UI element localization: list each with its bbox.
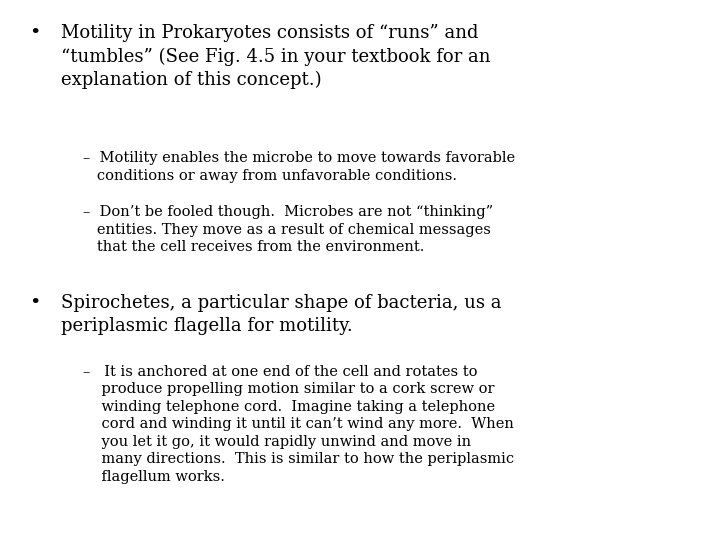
Text: Spirochetes, a particular shape of bacteria, us a
periplasmic flagella for motil: Spirochetes, a particular shape of bacte… <box>61 294 502 335</box>
Text: •: • <box>29 24 40 42</box>
Text: •: • <box>29 294 40 312</box>
Text: –   It is anchored at one end of the cell and rotates to
    produce propelling : – It is anchored at one end of the cell … <box>83 364 514 484</box>
Text: Motility in Prokaryotes consists of “runs” and
“tumbles” (See Fig. 4.5 in your t: Motility in Prokaryotes consists of “run… <box>61 24 491 89</box>
Text: –  Motility enables the microbe to move towards favorable
   conditions or away : – Motility enables the microbe to move t… <box>83 151 515 183</box>
Text: –  Don’t be fooled though.  Microbes are not “thinking”
   entities. They move a: – Don’t be fooled though. Microbes are n… <box>83 205 493 254</box>
